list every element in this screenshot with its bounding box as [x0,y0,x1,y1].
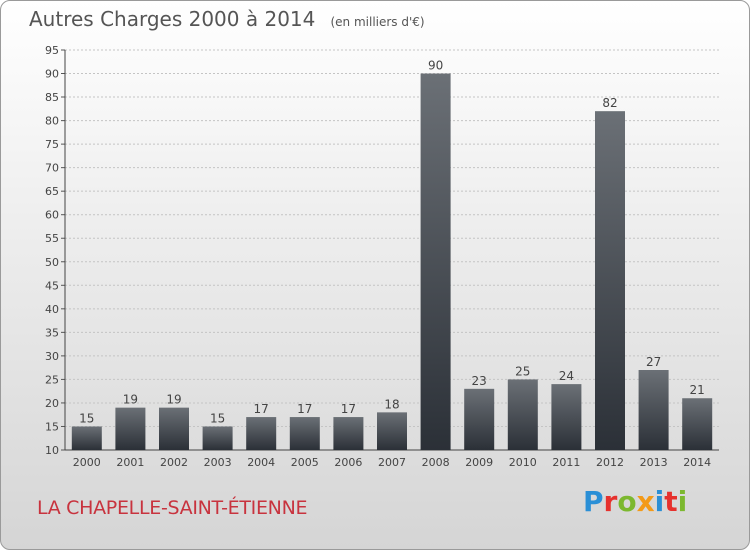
y-tick-label: 10 [45,444,59,457]
y-tick-label: 35 [45,326,59,339]
bar-2013 [638,370,669,450]
y-tick-label: 45 [45,279,59,292]
data-labels: 15 19 19 15 17 17 17 18 90 23 25 24 82 27 21 [79,59,705,426]
x-tick-label-2004: 2004 [247,456,275,469]
y-tick-label: 65 [45,185,59,198]
x-tick-label-2013: 2013 [640,456,668,469]
data-label-2014: 21 [690,383,705,397]
bars [71,73,713,451]
chart-title: Autres Charges 2000 à 2014 [29,7,316,31]
data-label-2008: 90 [428,59,443,73]
y-tick-label: 50 [45,256,59,269]
data-label-2013: 27 [646,355,661,369]
y-tick-label: 80 [45,115,59,128]
bar-2005 [289,417,320,450]
data-label-2005: 17 [297,402,312,416]
x-tick-label-2008: 2008 [422,456,450,469]
data-label-2000: 15 [79,411,94,425]
bar-2009 [464,388,495,450]
x-tick-label-2011: 2011 [552,456,580,469]
bar-2010 [507,379,538,450]
y-tick-label: 90 [45,68,59,81]
bar-2007 [377,412,407,450]
y-tick-label: 30 [45,350,59,363]
bar-2012 [595,111,625,451]
x-tick-label-2005: 2005 [291,456,319,469]
y-tick-label: 70 [45,162,59,175]
data-label-2010: 25 [515,364,530,378]
x-tick-label-2007: 2007 [378,456,406,469]
bar-2008 [420,73,451,450]
bar-2003 [202,426,233,450]
y-tick-label: 95 [45,44,59,57]
bar-2011 [551,384,582,450]
x-tick-label-2000: 2000 [73,456,101,469]
proxiti-logo: Proxiti [583,485,688,518]
x-tick-labels: 2000 2001 2002 2003 2004 2005 2006 2007 2008 2009… [73,456,711,469]
x-tick-label-2001: 2001 [116,456,144,469]
y-tick-label: 25 [45,373,59,386]
data-label-2003: 15 [210,411,225,425]
y-tick-label: 75 [45,138,59,151]
data-label-2002: 19 [166,393,181,407]
x-tick-label-2012: 2012 [596,456,624,469]
y-tick-label: 40 [45,303,59,316]
x-tick-label-2009: 2009 [465,456,493,469]
chart-title-block: Autres Charges 2000 à 2014 (en milliers … [29,7,425,31]
data-label-2004: 17 [254,402,269,416]
bar-2014 [682,398,713,450]
data-label-2009: 23 [472,374,487,388]
y-tick-label: 85 [45,91,59,104]
y-tick-label: 55 [45,232,59,245]
commune-name: LA CHAPELLE-SAINT-ÉTIENNE [37,497,308,519]
y-tick-label: 60 [45,209,59,222]
data-label-2001: 19 [123,393,138,407]
x-tick-label-2010: 2010 [509,456,537,469]
chart-subtitle: (en milliers d'€) [330,15,425,29]
y-tick-label: 20 [45,397,59,410]
bar-2001 [115,407,146,450]
bar-2002 [159,407,189,450]
x-tick-label-2003: 2003 [204,456,232,469]
data-label-2006: 17 [341,402,356,416]
x-tick-label-2002: 2002 [160,456,188,469]
data-label-2012: 82 [602,96,617,110]
bar-2006 [333,417,364,450]
bar-2004 [246,417,277,450]
data-label-2011: 24 [559,369,574,383]
x-tick-label-2014: 2014 [683,456,711,469]
y-tick-label: 15 [45,420,59,433]
x-tick-label-2006: 2006 [334,456,362,469]
data-label-2007: 18 [384,397,399,411]
bar-2000 [71,426,102,450]
y-tick-labels: 10 15 20 25 30 35 40 45 50 55 60 65 70 75 80 85 90 95 [45,44,59,457]
